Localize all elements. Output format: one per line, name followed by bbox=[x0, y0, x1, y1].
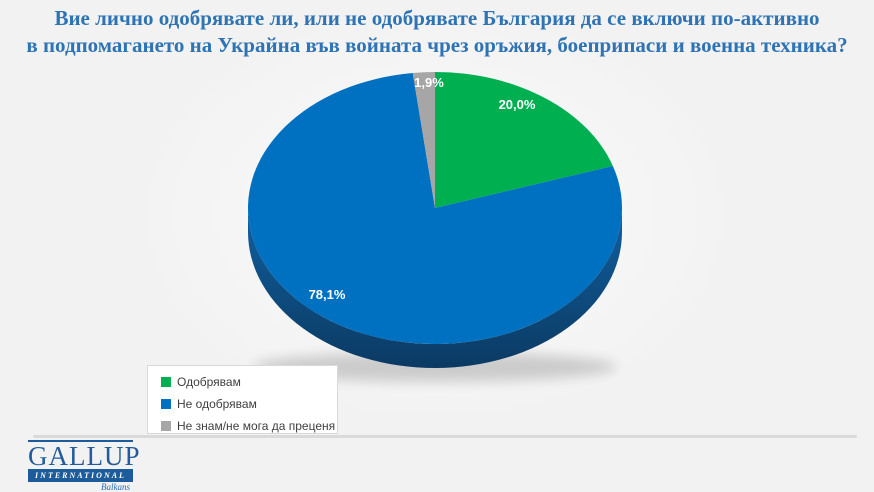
pie-slice-0 bbox=[435, 72, 613, 208]
logo-gallup-text: GALLUP bbox=[28, 441, 141, 471]
legend-item-label: Не знам/не мога да преценя bbox=[177, 419, 336, 433]
pie-data-label: 78,1% bbox=[309, 287, 346, 302]
gallup-logo: GALLUP INTERNATIONAL Balkans bbox=[28, 440, 141, 492]
pie-slice-2 bbox=[412, 72, 435, 208]
logo-balkans-text: Balkans bbox=[101, 482, 130, 492]
legend: Одобрявам Не одобрявам Не знам/не мога да … bbox=[161, 374, 337, 434]
legend-swatch bbox=[161, 399, 171, 409]
legend-item: Не одобрявам bbox=[161, 396, 337, 412]
pie-slice-1 bbox=[248, 72, 623, 345]
separator-line bbox=[33, 435, 857, 438]
legend-item-label: Не одобрявам bbox=[177, 397, 257, 411]
logo-international-bar: INTERNATIONAL bbox=[28, 469, 133, 482]
title-line-2: в подпомагането на Украйна във войната ч… bbox=[26, 33, 848, 57]
pie-data-label: 20,0% bbox=[499, 97, 536, 112]
legend-item-label: Одобрявам bbox=[177, 375, 241, 389]
pie-data-label: 1,9% bbox=[414, 75, 444, 90]
legend-item: Одобрявам bbox=[161, 374, 337, 390]
pie-side-3d bbox=[248, 208, 622, 368]
legend-swatch bbox=[161, 421, 171, 431]
logo-top-rule bbox=[28, 440, 133, 442]
legend-swatch bbox=[161, 377, 171, 387]
title-line-1: Вие лично одобрявате ли, или не одобрява… bbox=[54, 6, 820, 30]
legend-box: Одобрявам Не одобрявам Не знам/не мога да … bbox=[147, 365, 338, 434]
legend-item: Не знам/не мога да преценя bbox=[161, 418, 337, 434]
page-title: Вие лично одобрявате ли, или не одобрява… bbox=[0, 5, 874, 59]
